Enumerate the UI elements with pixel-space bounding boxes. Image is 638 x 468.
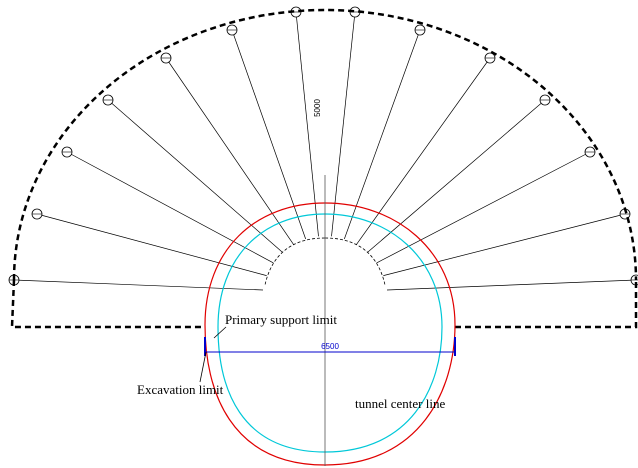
anchor-line bbox=[36, 213, 267, 276]
width-label: 6500 bbox=[321, 342, 339, 351]
anchor-line bbox=[383, 213, 626, 276]
height-label: 5000 bbox=[313, 99, 322, 117]
anchor-line bbox=[331, 11, 356, 237]
excavation-label: Excavation limit bbox=[137, 382, 224, 397]
primary-support-contour bbox=[217, 213, 443, 453]
anchor-line bbox=[386, 279, 637, 291]
outer-dashed-arc bbox=[12, 8, 638, 281]
anchor-lines bbox=[8, 6, 638, 291]
primary-support-label: Primary support limit bbox=[225, 312, 337, 327]
leader-line bbox=[213, 326, 227, 339]
center-line-label: tunnel center line bbox=[355, 396, 445, 411]
dashed-boundary bbox=[10, 279, 638, 329]
anchor-line bbox=[367, 99, 546, 253]
anchor-line bbox=[13, 279, 264, 291]
inner-arc bbox=[264, 237, 386, 286]
anchor-line bbox=[376, 151, 591, 264]
anchor-line bbox=[344, 29, 421, 240]
anchor-line bbox=[107, 99, 283, 253]
anchor-line bbox=[231, 29, 306, 240]
anchor-line bbox=[295, 11, 319, 237]
leader-line bbox=[199, 351, 207, 383]
anchor-line bbox=[356, 57, 491, 245]
anchor-line bbox=[66, 151, 274, 264]
excavation-contour bbox=[204, 202, 456, 466]
